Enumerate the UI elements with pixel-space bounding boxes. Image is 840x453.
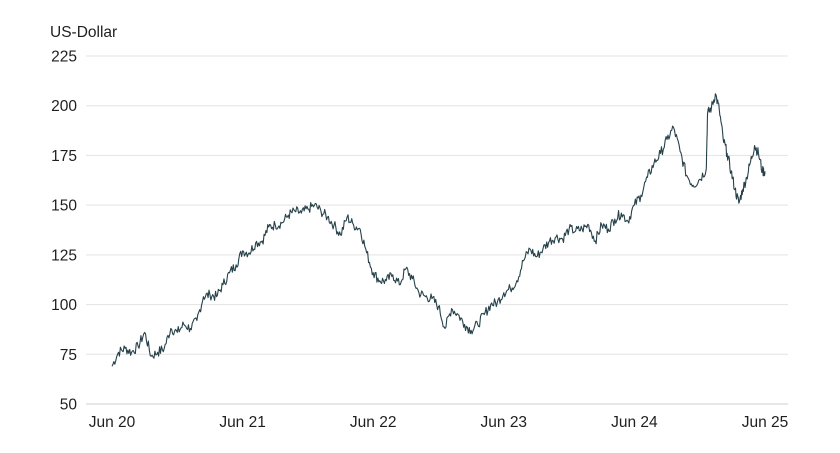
x-tick-label: Jun 22	[350, 414, 397, 431]
price-series-line	[111, 93, 766, 367]
y-tick-label: 150	[51, 198, 77, 215]
x-tick-label: Jun 25	[742, 414, 789, 431]
y-tick-label: 50	[60, 397, 78, 414]
y-tick-label: 225	[51, 49, 77, 66]
y-axis-ticks: 50 75 100 125 150 175 200 225	[51, 49, 77, 414]
y-tick-label: 175	[51, 148, 77, 165]
y-tick-label: 125	[51, 247, 77, 264]
x-tick-label: Jun 20	[89, 414, 136, 431]
y-tick-label: 75	[60, 347, 77, 364]
y-axis-unit-label: US-Dollar	[50, 24, 117, 41]
x-axis-ticks: Jun 20 Jun 21 Jun 22 Jun 23 Jun 24 Jun 25	[89, 414, 789, 431]
series-layer	[111, 93, 766, 367]
x-tick-label: Jun 23	[481, 414, 528, 431]
x-tick-label: Jun 24	[611, 414, 658, 431]
y-tick-label: 200	[51, 98, 77, 115]
x-tick-label: Jun 21	[219, 414, 266, 431]
grid-lines	[86, 55, 788, 405]
y-tick-label: 100	[51, 297, 77, 314]
